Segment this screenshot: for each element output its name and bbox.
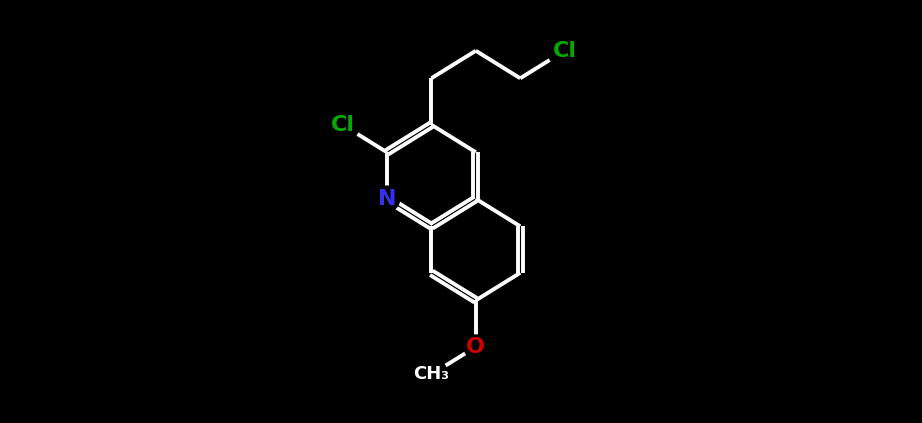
Circle shape xyxy=(464,335,488,359)
Text: Cl: Cl xyxy=(331,115,355,135)
Text: CH₃: CH₃ xyxy=(413,365,449,383)
Circle shape xyxy=(548,34,582,68)
Circle shape xyxy=(325,108,360,142)
Circle shape xyxy=(415,358,447,390)
Text: N: N xyxy=(378,189,396,209)
Text: Cl: Cl xyxy=(552,41,576,61)
Text: O: O xyxy=(467,337,485,357)
Circle shape xyxy=(374,186,399,212)
